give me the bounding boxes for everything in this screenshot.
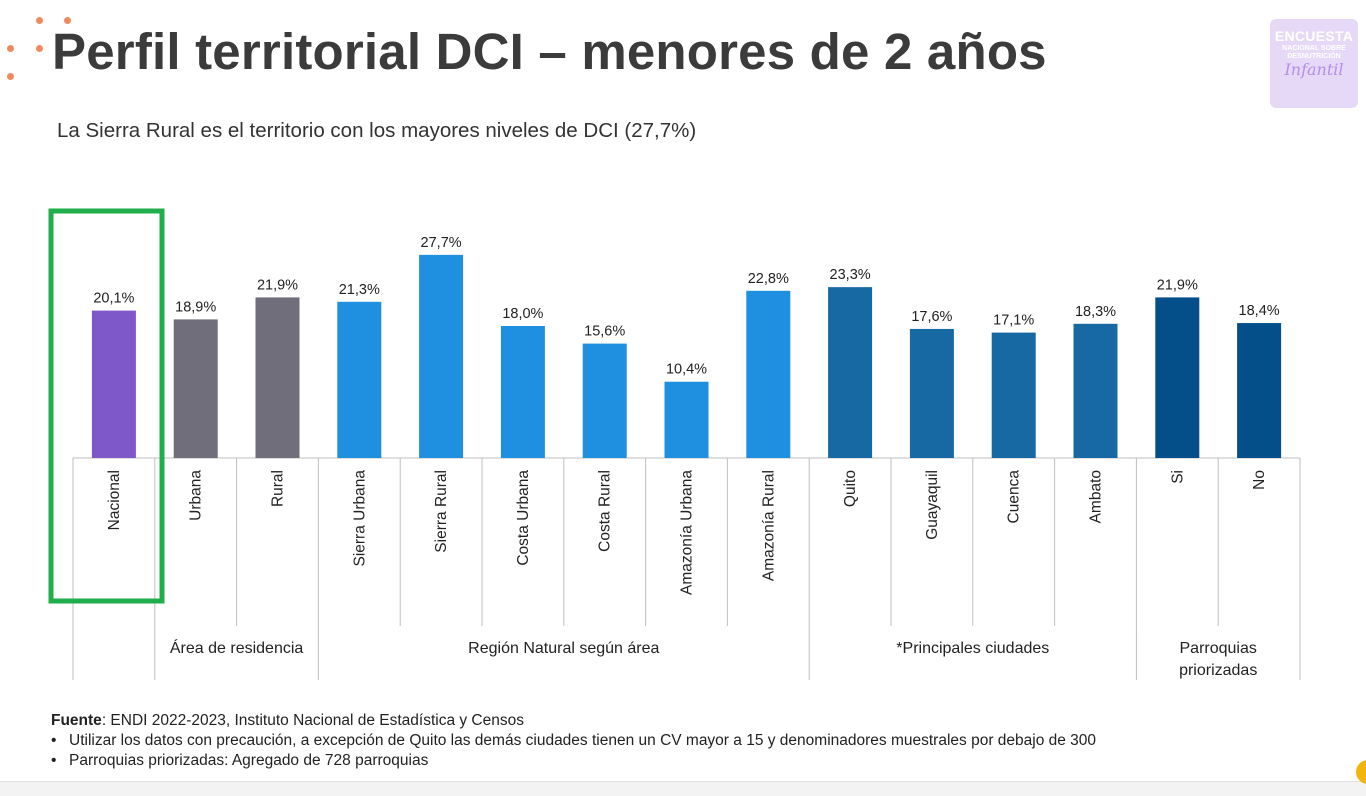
value-label-amazonia-urbana: 10,4% [666,362,707,378]
group-label-area-de-residencia: Área de residencia [170,638,304,657]
footer-source-label: Fuente [51,712,102,729]
value-label-urbana: 18,9% [175,299,216,315]
group-label-parroquias-priorizadas: Parroquias priorizadas [1179,640,1257,679]
bar-sierra-urbana [337,301,382,458]
value-label-ambato: 18,3% [1075,304,1116,320]
value-label-nacional: 20,1% [93,291,134,307]
value-label-amazonia-rural: 22,8% [748,271,789,287]
category-label-costa-rural: Costa Rural [597,470,614,552]
bar-chart: 20,1% Nacional 18,9% Urbana 21,9% Rural 21,3% S… [48,208,1301,680]
category-label-sierra-rural: Sierra Rural [433,470,450,553]
value-label-no: 18,4% [1239,303,1280,319]
category-label-guayaquil: Guayaquil [924,470,941,540]
logo-line-2: NACIONAL SOBRE [1282,45,1346,52]
logo-line-4: Infantil [1284,60,1344,79]
footer-notes: Fuente: ENDI 2022-2023, Instituto Nacion… [51,711,1096,771]
category-label-rural: Rural [270,470,287,507]
category-label-cuenca: Cuenca [1006,470,1023,524]
page-subtitle: La Sierra Rural es el territorio con los… [57,119,697,142]
value-label-sierra-urbana: 21,3% [339,282,380,298]
logo-line-1: ENCUESTA [1274,28,1354,44]
footer-note-2: • Parroquias priorizadas: Agregado de 728… [51,752,429,769]
bar-amazonia-rural [746,290,791,458]
group-label-principales-ciudades: *Principales ciudades [896,640,1049,657]
bar-quito [828,287,873,458]
bar-cuenca [991,332,1036,458]
value-label-quito: 23,3% [830,267,871,283]
bottom-bar [0,781,1366,796]
category-label-ambato: Ambato [1088,470,1105,523]
category-label-quito: Quito [842,470,859,507]
logo-line-3: DESNUTRICIÓN [1287,53,1341,60]
category-label-no: No [1251,470,1268,490]
category-label-si: Si [1169,470,1186,484]
category-label-urbana: Urbana [188,470,205,521]
page-title: Perfil territorial DCI – menores de 2 añ… [52,23,1047,80]
bar-costa-urbana [500,326,545,458]
bar-costa-rural [582,343,627,458]
bar-nacional [91,310,136,458]
footer-note-1: • Utilizar los datos con precaución, a ex… [51,732,1097,749]
bar-si [1155,297,1200,458]
bar-urbana [173,319,218,458]
category-label-costa-urbana: Costa Urbana [515,470,532,566]
bullet-glyph: • [51,732,57,749]
bar-guayaquil [909,328,954,458]
footer-source-text: : ENDI 2022-2023, Instituto Nacional de … [101,712,524,729]
decorative-dots [6,14,78,84]
bar-amazonia-urbana [664,381,709,458]
category-label-amazonia-urbana: Amazonía Urbana [679,470,696,595]
category-label-amazonia-rural: Amazonía Rural [760,470,777,581]
value-label-costa-urbana: 18,0% [502,306,543,322]
bar-no [1237,323,1282,458]
category-label-nacional: Nacional [106,470,123,530]
value-label-sierra-rural: 27,7% [421,235,462,251]
bar-rural [255,297,300,458]
group-label-region-natural-segun-area: Región Natural según área [468,640,659,657]
corner-badge [1356,760,1366,784]
value-label-cuenca: 17,1% [993,313,1034,329]
category-label-sierra-urbana: Sierra Urbana [351,470,368,567]
value-label-si: 21,9% [1157,277,1198,293]
value-label-rural: 21,9% [257,277,298,293]
bullet-glyph: • [51,752,57,769]
value-label-costa-rural: 15,6% [584,324,625,340]
highlight-box [48,208,165,604]
footer-source: Fuente: ENDI 2022-2023, Instituto Nacion… [51,711,1096,731]
bar-ambato [1073,323,1118,458]
value-label-guayaquil: 17,6% [911,309,952,325]
endi-logo: ENCUESTA NACIONAL SOBRE DESNUTRICIÓN Inf… [1270,19,1358,108]
bar-sierra-rural [419,254,464,458]
